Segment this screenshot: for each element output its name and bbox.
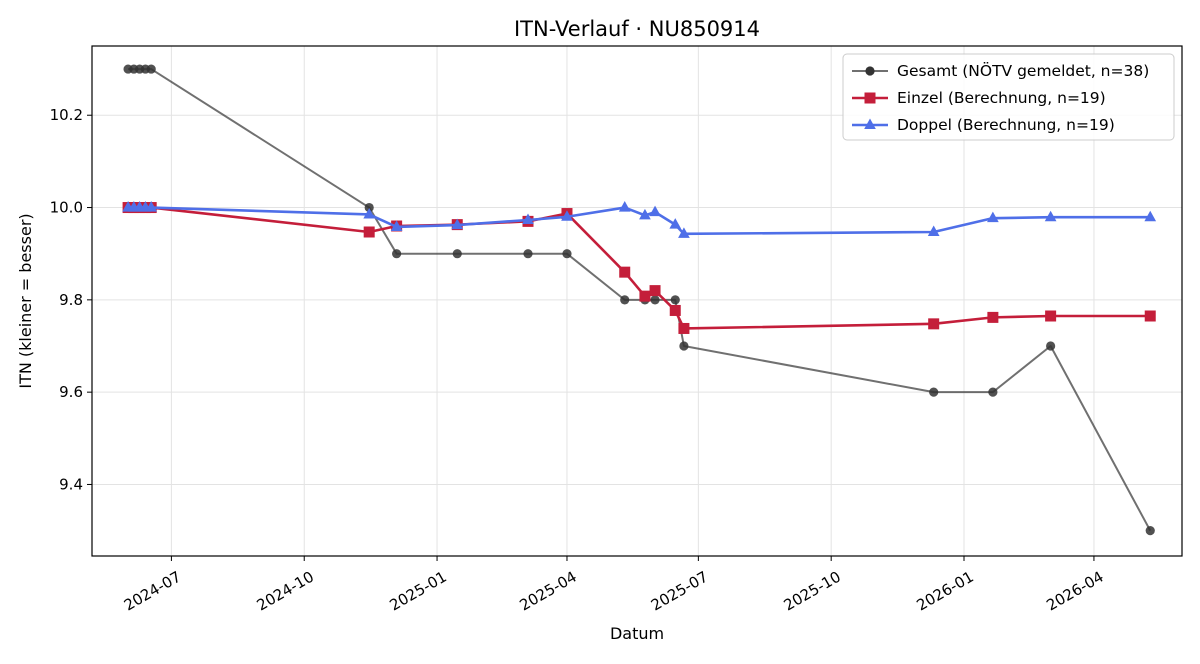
data-point — [927, 225, 940, 237]
data-point — [669, 218, 682, 229]
data-point — [669, 304, 681, 316]
data-point — [679, 341, 689, 351]
chart-title: ITN-Verlauf · NU850914 — [514, 17, 760, 41]
x-axis-label: Datum — [610, 624, 664, 643]
data-point — [678, 227, 690, 238]
legend-label: Doppel (Berechnung, n=19) — [897, 116, 1115, 134]
data-point — [1046, 341, 1056, 351]
y-axis-label: ITN (kleiner = besser) — [16, 213, 35, 388]
legend-item: Doppel (Berechnung, n=19) — [852, 116, 1115, 134]
x-tick-label: 2025-10 — [781, 568, 844, 615]
x-tick-label: 2025-04 — [516, 568, 579, 615]
data-point — [618, 201, 631, 212]
data-point — [392, 249, 402, 259]
data-point — [561, 210, 573, 221]
data-point — [988, 387, 998, 397]
data-point — [364, 202, 374, 213]
x-tick-label: 2024-07 — [121, 568, 184, 615]
plot-frame — [91, 45, 1183, 557]
x-tick-label: 2026-01 — [913, 568, 976, 615]
data-point — [363, 226, 375, 238]
data-point — [649, 285, 661, 297]
data-point — [619, 266, 631, 278]
data-point — [650, 295, 660, 305]
series-line — [128, 206, 1151, 330]
x-tick-label: 2025-01 — [387, 568, 450, 615]
data-point — [678, 322, 690, 334]
data-point — [451, 218, 464, 230]
legend-marker — [864, 92, 876, 104]
data-point — [670, 295, 680, 305]
data-point — [987, 211, 999, 223]
data-point — [452, 249, 462, 259]
legend: Gesamt (NÖTV gemeldet, n=38) Einzel (Bere… — [842, 53, 1175, 141]
y-tick-label: 10.2 — [50, 106, 83, 124]
x-tick-label: 2026-04 — [1043, 568, 1106, 615]
series-square — [122, 202, 1156, 334]
legend-box — [842, 53, 1175, 141]
data-point — [929, 387, 939, 397]
legend-label: Gesamt (NÖTV gemeldet, n=38) — [897, 61, 1149, 80]
series-layer — [122, 64, 1157, 536]
data-point — [620, 295, 630, 305]
data-point — [649, 205, 661, 217]
ticks: 2024-07 2024-10 2025-01 2025-04 2025-07 2025-… — [50, 106, 1107, 614]
legend-item: Gesamt (NÖTV gemeldet, n=38) — [852, 61, 1149, 80]
data-point — [562, 249, 572, 259]
data-point — [146, 64, 156, 74]
data-point — [639, 290, 651, 302]
data-point — [522, 213, 534, 225]
data-point — [145, 201, 158, 212]
x-tick-label: 2024-10 — [254, 568, 317, 615]
series-circle — [123, 64, 1155, 536]
data-point — [390, 220, 403, 231]
y-tick-label: 9.6 — [59, 383, 83, 401]
data-point — [1144, 310, 1156, 322]
y-tick-label: 9.4 — [59, 475, 83, 493]
legend-item: Einzel (Berechnung, n=19) — [852, 89, 1106, 107]
legend-marker — [864, 118, 876, 130]
data-point — [1045, 310, 1057, 322]
legend-label: Einzel (Berechnung, n=19) — [897, 89, 1106, 107]
data-point — [1144, 210, 1157, 222]
data-point — [1145, 526, 1155, 536]
data-point — [639, 208, 651, 220]
data-point — [987, 311, 999, 323]
legend-marker — [865, 66, 875, 76]
data-point — [363, 207, 376, 219]
series-triangle — [122, 201, 1157, 238]
data-point — [1044, 210, 1057, 222]
y-tick-label: 9.8 — [59, 291, 83, 309]
data-point — [523, 249, 533, 259]
data-point — [928, 318, 940, 330]
x-tick-label: 2025-07 — [648, 568, 711, 615]
y-tick-label: 10.0 — [50, 199, 83, 217]
